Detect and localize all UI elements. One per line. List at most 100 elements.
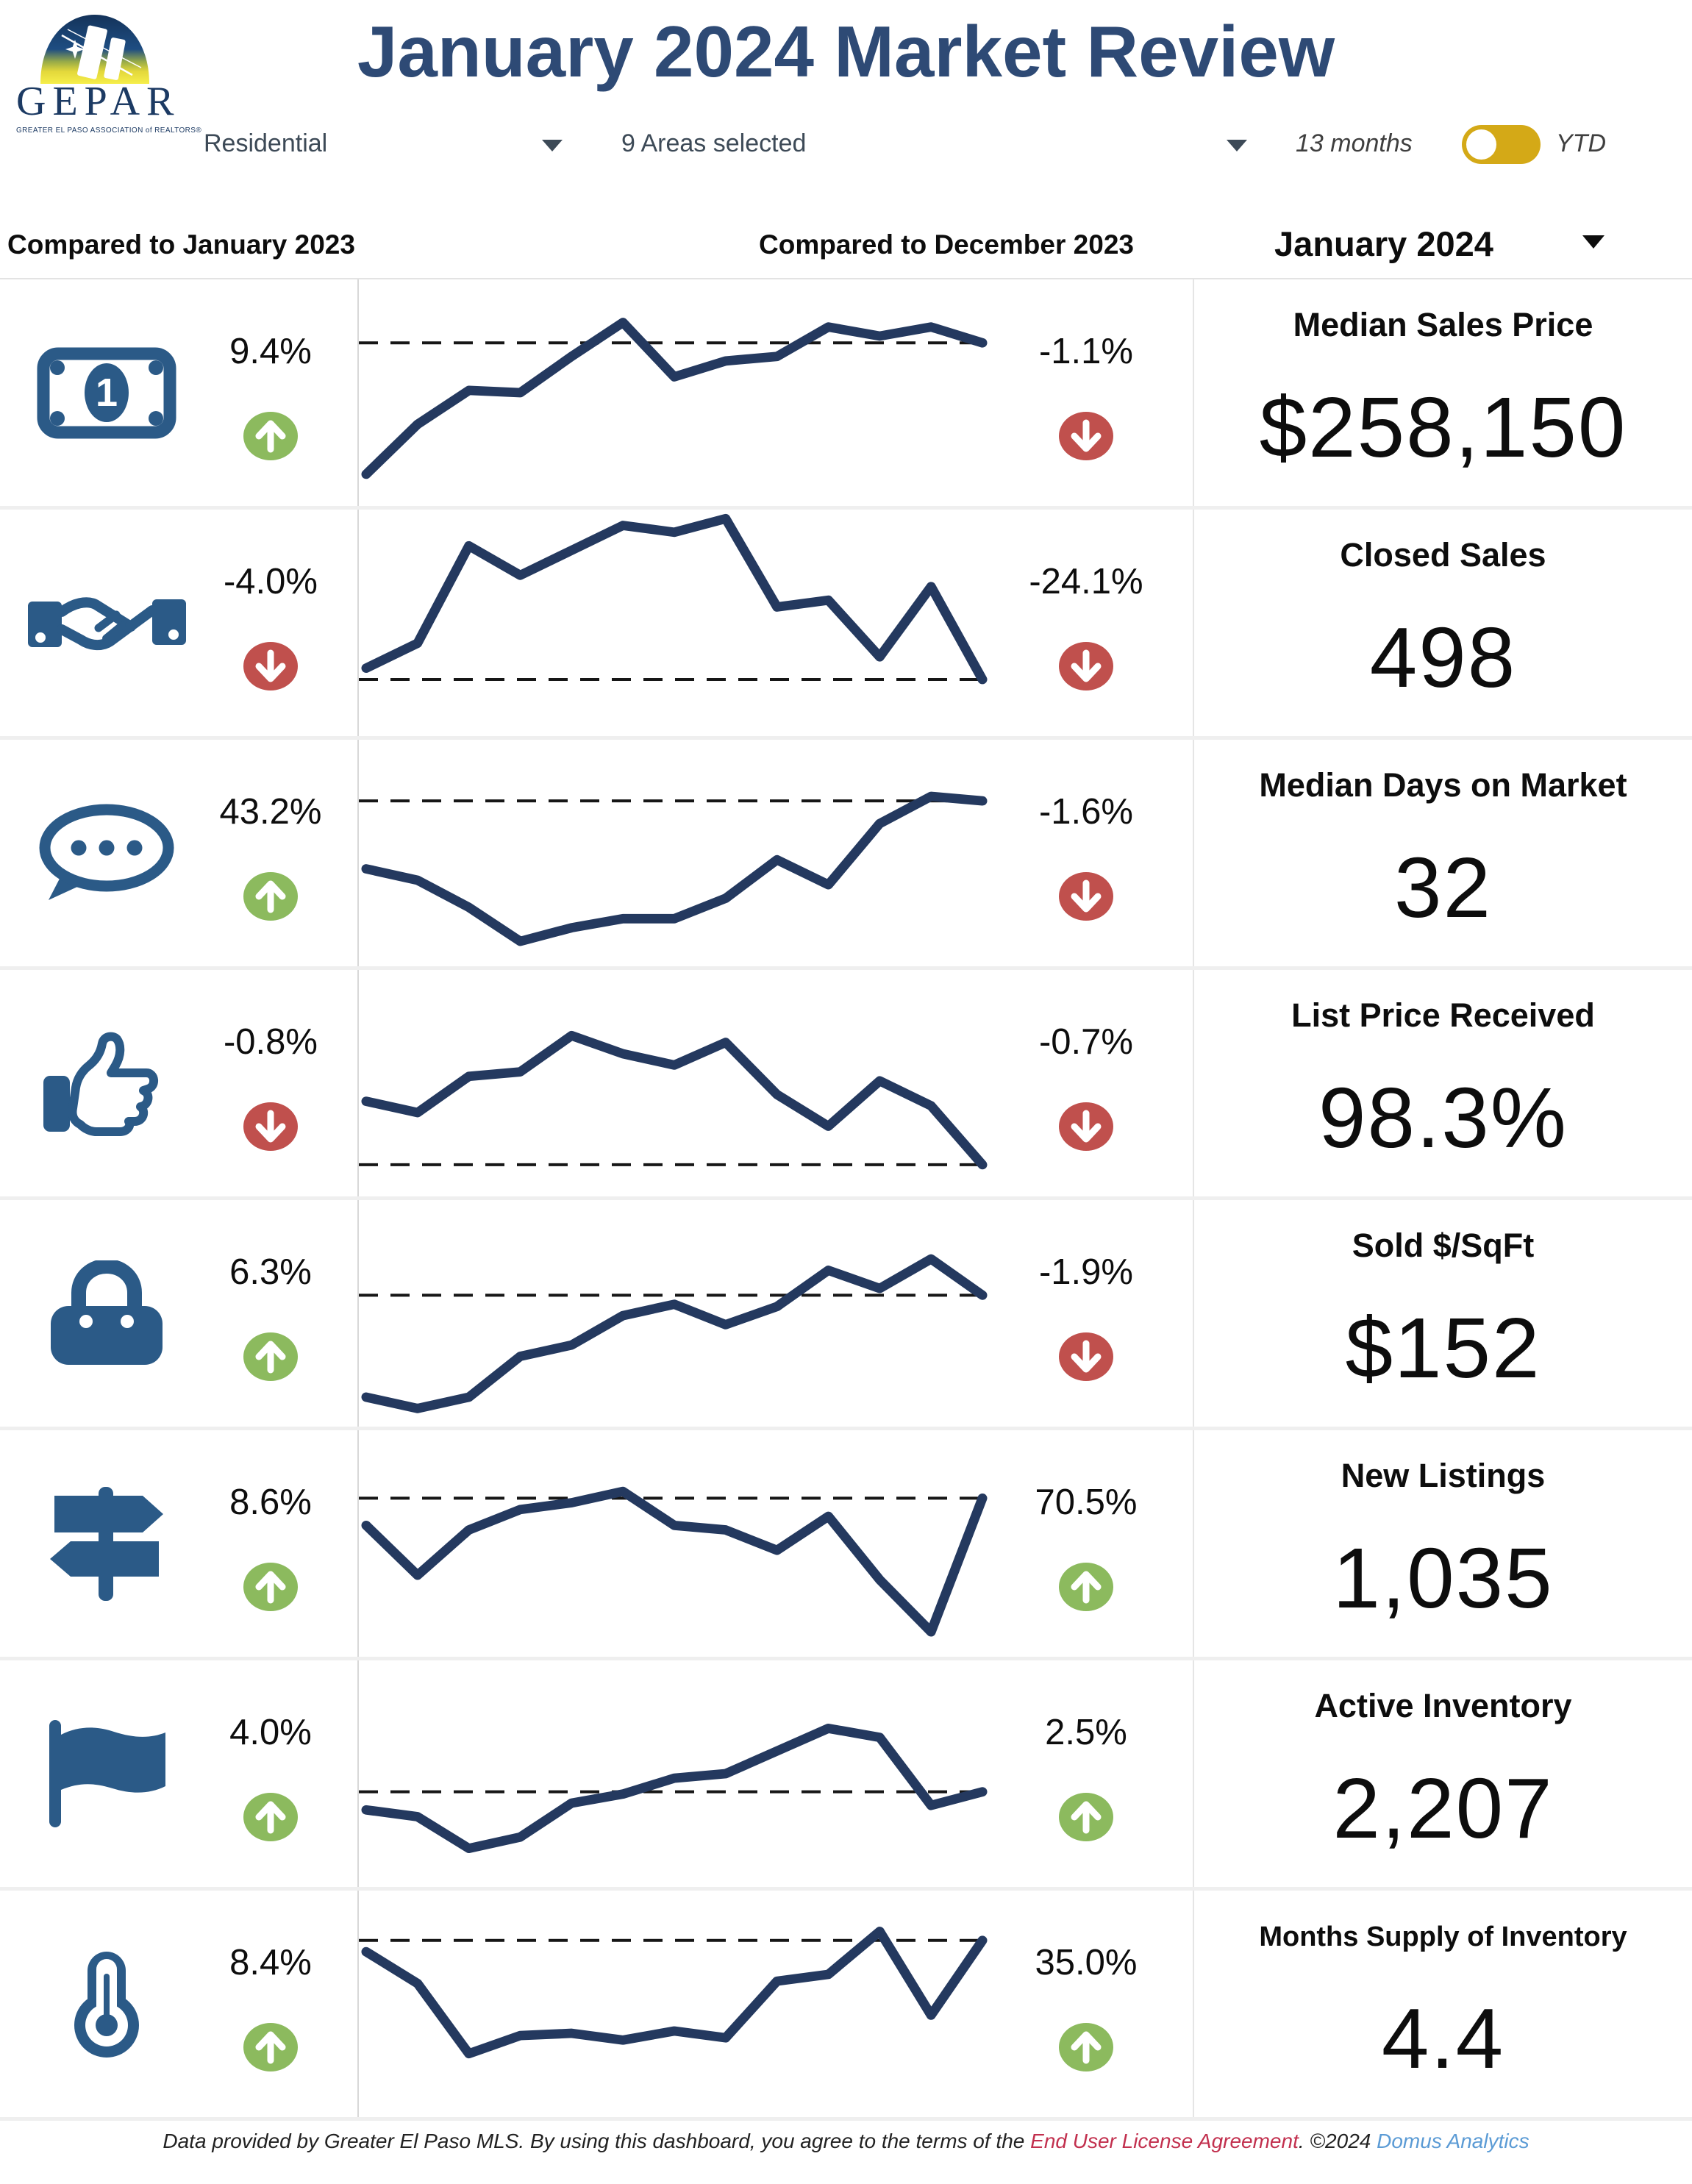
mom-percent: -1.9%: [1038, 1252, 1133, 1292]
metric-row-new-listings: 8.6% 70.5% New Listings 1,035: [0, 1430, 1692, 1660]
metric-label: Closed Sales: [1340, 536, 1546, 574]
footer-text: . ©2024: [1298, 2130, 1377, 2152]
mom-percent: -0.7%: [1038, 1022, 1133, 1062]
mom-cell: -1.6%: [994, 740, 1178, 966]
mom-cell: -0.7%: [994, 970, 1178, 1196]
yoy-column-header: Compared to January 2023: [7, 229, 355, 260]
mom-cell: -24.1%: [994, 510, 1178, 736]
page-title: January 2024 Market Review: [357, 11, 1335, 92]
trend-arrow-icon: [243, 642, 298, 690]
trend-arrow-icon: [1059, 1563, 1113, 1611]
trend-arrow-icon: [243, 1563, 298, 1611]
trend-arrow-icon: [243, 1102, 298, 1151]
yoy-percent: 9.4%: [229, 332, 312, 371]
mom-cell: 35.0%: [994, 1891, 1178, 2117]
ytd-toggle[interactable]: [1462, 125, 1541, 164]
domus-analytics-link[interactable]: Domus Analytics: [1377, 2130, 1529, 2152]
yoy-cell: 8.4%: [193, 1891, 349, 2117]
metric-label: Active Inventory: [1314, 1687, 1572, 1724]
yoy-cell: 4.0%: [193, 1660, 349, 1887]
metric-label: List Price Received: [1291, 996, 1595, 1034]
kpi-cell: Median Sales Price $258,150: [1193, 279, 1692, 506]
kpi-cell: New Listings 1,035: [1193, 1430, 1692, 1657]
range-13-months-label: 13 months: [1296, 129, 1413, 157]
trend-arrow-icon: [243, 412, 298, 460]
period-selector[interactable]: January 2024: [1274, 224, 1493, 263]
mom-percent: 70.5%: [1035, 1482, 1138, 1522]
metric-value: 2,207: [1332, 1760, 1554, 1856]
yoy-percent: 43.2%: [219, 792, 322, 832]
areas-dropdown[interactable]: 9 Areas selected: [621, 129, 807, 157]
trend-arrow-icon: [243, 1332, 298, 1381]
kpi-cell: List Price Received 98.3%: [1193, 970, 1692, 1196]
yoy-percent: 6.3%: [229, 1252, 312, 1292]
chat-bubble-icon: [22, 740, 191, 966]
metric-label: Median Sales Price: [1293, 306, 1593, 343]
gepar-arch-icon: [40, 15, 149, 84]
metric-label: Months Supply of Inventory: [1259, 1921, 1627, 1952]
mom-cell: -1.9%: [994, 1200, 1178, 1427]
sparkline-median-days-on-market[interactable]: [357, 740, 990, 966]
metric-label: Sold $/SqFt: [1352, 1227, 1535, 1264]
yoy-percent: -0.8%: [223, 1022, 318, 1062]
sparkline-months-supply[interactable]: [357, 1891, 990, 2117]
metric-value: 498: [1369, 610, 1517, 705]
mom-percent: 35.0%: [1035, 1943, 1138, 1983]
trend-arrow-icon: [1059, 642, 1113, 690]
mom-cell: 70.5%: [994, 1430, 1178, 1657]
metric-value: 98.3%: [1318, 1070, 1568, 1166]
metric-value: 1,035: [1332, 1530, 1554, 1626]
header: GEPAR GREATER EL PASO ASSOCIATION of REA…: [0, 0, 1692, 278]
metric-label: New Listings: [1341, 1457, 1546, 1494]
flag-icon: [22, 1660, 191, 1887]
period-caret-icon[interactable]: [1582, 235, 1604, 249]
sparkline-closed-sales[interactable]: [357, 510, 990, 736]
logo-acronym: GEPAR: [16, 79, 181, 124]
trend-arrow-icon: [1059, 412, 1113, 460]
metric-value: 32: [1393, 840, 1493, 935]
sparkline-sold-per-sqft[interactable]: [357, 1200, 990, 1427]
trend-arrow-icon: [243, 872, 298, 921]
trend-arrow-icon: [1059, 2023, 1113, 2071]
mom-percent: -1.6%: [1038, 792, 1133, 832]
metric-value: $152: [1345, 1300, 1541, 1396]
metric-label: Median Days on Market: [1259, 766, 1627, 804]
metric-row-median-days-on-market: 43.2% -1.6% Median Days on Market 32: [0, 740, 1692, 970]
trend-arrow-icon: [243, 2023, 298, 2071]
yoy-cell: -4.0%: [193, 510, 349, 736]
sparkline-new-listings[interactable]: [357, 1430, 990, 1657]
yoy-cell: 9.4%: [193, 279, 349, 506]
sparkline-active-inventory[interactable]: [357, 1660, 990, 1887]
metric-row-median-sales-price: 1 9.4% -1.1% Median Sales Price $258,150: [0, 279, 1692, 510]
property-type-dropdown[interactable]: Residential: [204, 129, 328, 157]
trend-arrow-icon: [1059, 872, 1113, 921]
sparkline-median-sales-price[interactable]: [357, 279, 990, 506]
yoy-percent: 4.0%: [229, 1713, 312, 1752]
license-agreement-link[interactable]: End User License Agreement: [1030, 2130, 1299, 2152]
property-type-caret-icon[interactable]: [542, 140, 563, 151]
mom-percent: -24.1%: [1029, 562, 1143, 602]
metric-row-list-price-received: -0.8% -0.7% List Price Received 98.3%: [0, 970, 1692, 1200]
trend-arrow-icon: [1059, 1102, 1113, 1151]
kpi-cell: Sold $/SqFt $152: [1193, 1200, 1692, 1427]
yoy-cell: 43.2%: [193, 740, 349, 966]
mom-cell: 2.5%: [994, 1660, 1178, 1887]
handbag-icon: [22, 1200, 191, 1427]
ytd-label: YTD: [1556, 129, 1606, 157]
metric-row-active-inventory: 4.0% 2.5% Active Inventory 2,207: [0, 1660, 1692, 1891]
metric-row-months-supply: 8.4% 35.0% Months Supply of Inventory 4.…: [0, 1891, 1692, 2121]
areas-caret-icon[interactable]: [1227, 140, 1247, 151]
metric-value: $258,150: [1259, 379, 1627, 475]
mom-cell: -1.1%: [994, 279, 1178, 506]
trend-arrow-icon: [243, 1793, 298, 1841]
metric-row-sold-per-sqft: 6.3% -1.9% Sold $/SqFt $152: [0, 1200, 1692, 1430]
signpost-icon: [22, 1430, 191, 1657]
thumbs-up-icon: [22, 970, 191, 1196]
yoy-cell: 8.6%: [193, 1430, 349, 1657]
svg-text:1: 1: [96, 371, 118, 415]
handshake-icon: [22, 510, 191, 736]
kpi-cell: Median Days on Market 32: [1193, 740, 1692, 966]
mom-percent: 2.5%: [1045, 1713, 1127, 1752]
money-bill-icon: 1: [22, 279, 191, 506]
sparkline-list-price-received[interactable]: [357, 970, 990, 1196]
